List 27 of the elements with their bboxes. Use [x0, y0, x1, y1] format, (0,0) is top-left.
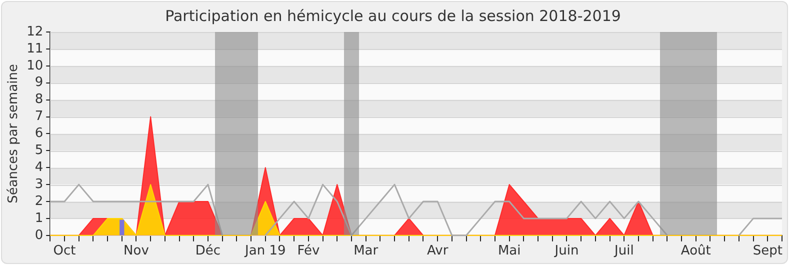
y-axis-title: Séances par semaine [6, 64, 22, 204]
x-tick-label: Oct [53, 244, 76, 259]
x-tick-label: Mar [354, 244, 379, 259]
x-tick-label: Mai [498, 244, 521, 259]
y-tick-label: 3 [34, 176, 44, 192]
x-tick-label: Nov [124, 244, 150, 259]
chart-title: Participation en hémicycle au cours de la session 2018-2019 [165, 6, 621, 25]
y-tick-label: 7 [34, 109, 44, 124]
x-tick-label: Jan 19 [244, 244, 286, 259]
x-tick-label: Déc [195, 244, 221, 259]
y-tick-label: 9 [34, 75, 44, 90]
x-tick-label: Août [680, 244, 711, 259]
y-tick-label: 8 [34, 92, 44, 108]
y-tick-label: 2 [34, 194, 44, 209]
x-tick-label: Juil [614, 244, 634, 259]
y-tick-label: 12 [26, 24, 44, 40]
y-tick-label: 5 [34, 143, 44, 158]
x-tick-label: Sept [752, 244, 782, 259]
x-tick-label: Avr [427, 244, 449, 259]
x-tick-label: Fév [297, 244, 320, 259]
y-tick-label: 4 [34, 160, 44, 175]
y-tick-label: 6 [34, 126, 44, 142]
y-tick-label: 1 [34, 210, 44, 226]
y-tick-label: 10 [26, 58, 44, 74]
x-tick-label: Juin [554, 244, 579, 259]
y-tick-label: 0 [34, 228, 44, 243]
y-tick-label: 11 [26, 41, 44, 56]
